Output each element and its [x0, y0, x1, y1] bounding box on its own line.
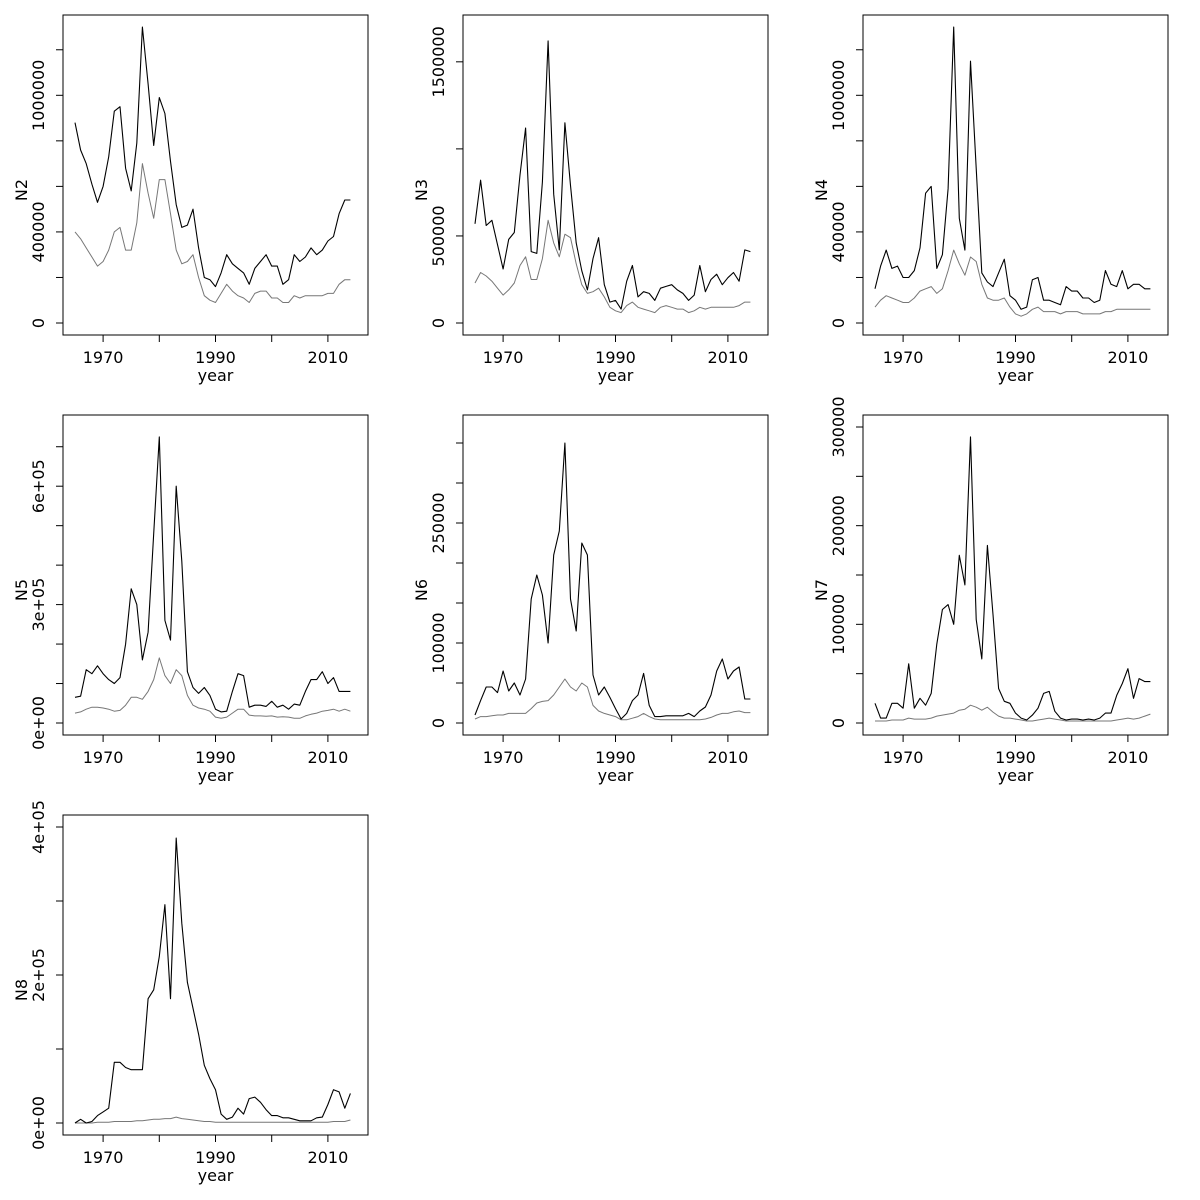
series-line-light: [75, 1116, 351, 1124]
series-line-dark: [74, 837, 351, 1124]
x-tick-label: 1990: [195, 748, 236, 767]
y-tick-label: 200000: [829, 495, 848, 556]
y-tick-label: 100000: [829, 594, 848, 655]
y-tick-label: 1500000: [429, 26, 448, 97]
panel-n5: 1970 1990 2010 year 0e+00 3e+05 6e+05 N5: [12, 414, 369, 785]
series-line-light: [474, 219, 751, 314]
y-tick-label: 0e+00: [29, 696, 48, 750]
x-tick-label: 1990: [195, 1148, 236, 1167]
series-line-dark: [874, 436, 1151, 721]
series-line-light: [874, 249, 1151, 317]
series-line-dark: [74, 26, 351, 288]
x-tick-label: 2010: [308, 1148, 349, 1167]
x-axis-label: year: [998, 366, 1034, 385]
plot-frame: [62, 414, 369, 736]
y-axis-label: N3: [412, 179, 431, 201]
y-tick-label: 0: [829, 318, 848, 328]
y-axis-label: N7: [812, 579, 831, 601]
y-axis-label: N4: [812, 179, 831, 201]
x-axis-label: year: [598, 366, 634, 385]
x-axis-label: year: [198, 366, 234, 385]
y-tick-label: 500000: [429, 205, 448, 266]
series-line-light: [474, 678, 751, 721]
x-tick-label: 1970: [83, 748, 124, 767]
y-tick-label: 400000: [29, 201, 48, 262]
plot-frame: [862, 414, 1169, 736]
y-tick-label: 0: [429, 318, 448, 328]
y-axis-label: N6: [412, 579, 431, 601]
x-tick-label: 1990: [995, 748, 1036, 767]
y-tick-label: 1000000: [829, 60, 848, 131]
x-tick-label: 1970: [883, 748, 924, 767]
series-line-light: [875, 704, 1151, 722]
y-tick-label: 0: [829, 718, 848, 728]
x-axis-label: year: [198, 766, 234, 785]
y-axis-label: N8: [12, 979, 31, 1001]
series-line-dark: [74, 436, 351, 713]
x-axis-label: year: [998, 766, 1034, 785]
y-tick-label: 4e+05: [29, 800, 48, 854]
y-tick-label: 400000: [829, 201, 848, 262]
x-tick-label: 2010: [308, 348, 349, 367]
x-tick-label: 1990: [195, 348, 236, 367]
x-tick-label: 1990: [995, 348, 1036, 367]
panel-n6: 1970 1990 2010 year 0 100000 250000 N6: [412, 414, 769, 785]
x-tick-label: 2010: [1108, 348, 1149, 367]
panel-n2: 1970 1990 2010 year 0 400000 1000000 N2: [12, 14, 369, 385]
plot-frame: [462, 414, 769, 736]
y-tick-label: 1000000: [29, 60, 48, 131]
x-tick-label: 1970: [83, 1148, 124, 1167]
y-tick-label: 0: [429, 718, 448, 728]
y-tick-label: 0: [29, 318, 48, 328]
x-tick-label: 2010: [708, 748, 749, 767]
series-line-dark: [474, 40, 751, 310]
y-tick-label: 300000: [829, 396, 848, 457]
y-tick-label: 2e+05: [29, 948, 48, 1002]
plot-frame: [862, 14, 1169, 336]
x-tick-label: 1970: [483, 348, 524, 367]
panel-n8: 1970 1990 2010 year 0e+00 2e+05 4e+05 N8: [12, 800, 369, 1185]
y-tick-label: 0e+00: [29, 1096, 48, 1150]
y-axis-label: N5: [12, 579, 31, 601]
series-line-dark: [874, 26, 1151, 310]
x-tick-label: 1990: [595, 748, 636, 767]
y-tick-label: 100000: [429, 612, 448, 673]
series-line-dark: [474, 442, 751, 720]
x-tick-label: 1970: [883, 348, 924, 367]
x-tick-label: 2010: [308, 748, 349, 767]
x-tick-label: 2010: [708, 348, 749, 367]
panel-n7: 1970 1990 2010 year 0 100000 200000 300000 N7: [812, 396, 1169, 785]
x-tick-label: 1970: [83, 348, 124, 367]
panel-n4: 1970 1990 2010 year 0 400000 1000000 N4: [812, 14, 1169, 385]
x-axis-label: year: [198, 1166, 234, 1185]
x-tick-label: 1990: [595, 348, 636, 367]
y-tick-label: 6e+05: [29, 459, 48, 513]
y-tick-label: 3e+05: [29, 578, 48, 632]
x-tick-label: 1970: [483, 748, 524, 767]
plot-frame: [462, 14, 769, 336]
x-axis-label: year: [598, 766, 634, 785]
x-tick-label: 2010: [1108, 748, 1149, 767]
y-axis-label: N2: [12, 179, 31, 201]
series-line-light: [74, 657, 351, 719]
series-line-light: [74, 163, 351, 303]
panel-n3: 1970 1990 2010 year 0 500000 1500000 N3: [412, 14, 769, 385]
plot-frame: [62, 814, 369, 1136]
y-tick-label: 250000: [429, 492, 448, 553]
